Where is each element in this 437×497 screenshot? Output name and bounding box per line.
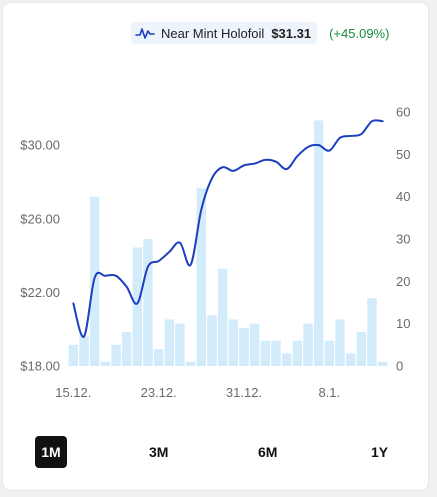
y-right-tick-label: 0 xyxy=(396,359,403,374)
y-right-tick-label: 10 xyxy=(396,316,410,331)
price-line xyxy=(72,119,384,338)
volume-bar xyxy=(281,353,292,366)
volume-bar xyxy=(175,323,185,366)
legend-change: (+45.09%) xyxy=(329,25,390,41)
y-left-tick-label: $22.00 xyxy=(20,285,60,300)
y-left-tick-label: $18.00 xyxy=(20,359,60,374)
volume-bar xyxy=(79,336,89,366)
volume-bar xyxy=(164,319,175,366)
y-axis-left: $18.00 $22.00 $26.00 $30.00 xyxy=(20,138,60,374)
volume-bar xyxy=(324,340,335,366)
x-tick-label: 15.12. xyxy=(55,385,91,400)
volume-bar xyxy=(292,340,303,366)
y-left-tick-label: $26.00 xyxy=(20,211,60,226)
volume-bars xyxy=(68,120,388,366)
volume-bar xyxy=(228,319,239,366)
volume-bar xyxy=(185,361,196,366)
volume-bar xyxy=(207,315,217,366)
volume-bar xyxy=(356,332,367,366)
volume-bar xyxy=(335,319,345,366)
y-left-tick-label: $30.00 xyxy=(20,138,60,153)
range-button-6m[interactable]: 6M xyxy=(252,436,283,468)
volume-bar xyxy=(217,268,228,366)
volume-bar xyxy=(377,361,388,366)
volume-bar xyxy=(153,349,164,366)
range-button-1y[interactable]: 1Y xyxy=(365,436,394,468)
volume-bar xyxy=(271,340,281,366)
volume-bar xyxy=(303,323,313,366)
y-right-tick-label: 20 xyxy=(396,274,410,289)
volume-bar xyxy=(239,327,249,366)
volume-bar xyxy=(313,120,324,366)
volume-bar xyxy=(249,323,260,366)
y-right-tick-label: 30 xyxy=(396,232,410,247)
volume-bar xyxy=(121,332,132,366)
legend-series-chip[interactable]: Near Mint Holofoil $31.31 xyxy=(131,22,318,44)
range-button-1m[interactable]: 1M xyxy=(35,436,67,468)
time-range-selector: 1M 3M 6M 1Y xyxy=(35,436,397,468)
volume-bar xyxy=(132,247,143,366)
volume-bar xyxy=(345,353,356,366)
x-tick-label: 8.1. xyxy=(318,385,340,400)
range-button-3m[interactable]: 3M xyxy=(143,436,174,468)
volume-bar xyxy=(111,344,121,366)
chart-legend: Near Mint Holofoil $31.31 (+45.09%) xyxy=(131,22,389,44)
x-tick-label: 23.12. xyxy=(141,385,177,400)
volume-bar xyxy=(260,340,271,366)
legend-price: $31.31 xyxy=(271,25,312,41)
legend-series-name: Near Mint Holofoil xyxy=(161,25,265,41)
x-tick-label: 31.12. xyxy=(226,385,262,400)
y-right-tick-label: 50 xyxy=(396,147,410,162)
volume-bar xyxy=(100,361,111,366)
volume-bar xyxy=(68,344,79,366)
y-right-tick-label: 40 xyxy=(396,189,410,204)
volume-bar xyxy=(143,239,153,366)
line-chart-icon xyxy=(135,28,155,39)
price-chart-card xyxy=(2,2,429,491)
y-axis-right: 0 10 20 30 40 50 60 xyxy=(396,105,410,374)
volume-bar xyxy=(367,298,377,366)
y-right-tick-label: 60 xyxy=(396,105,410,120)
volume-bar xyxy=(196,188,207,366)
x-axis: 15.12. 23.12. 31.12. 8.1. xyxy=(55,385,340,400)
